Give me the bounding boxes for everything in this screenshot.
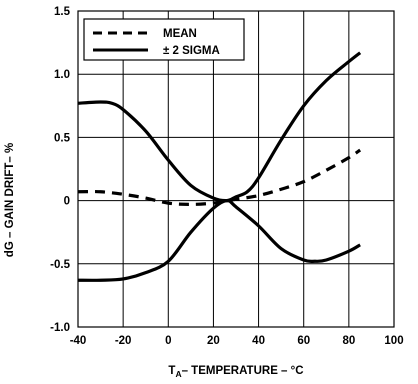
x-tick-label: -20 — [115, 335, 132, 347]
x-tick-labels: -40 -20 0 20 40 60 80 100 — [70, 335, 404, 347]
sigma-lower-curve — [77, 199, 361, 282]
legend: MEAN ± 2 SIGMA — [83, 18, 245, 61]
legend-box — [83, 18, 245, 61]
sigma-upper-curve — [77, 51, 362, 203]
x-tick-label: -40 — [70, 335, 87, 347]
legend-sigma-label: ± 2 SIGMA — [163, 45, 220, 57]
y-tick-label: 0.5 — [54, 132, 71, 144]
mean-curve — [77, 148, 362, 206]
x-tick-label: 40 — [252, 335, 265, 347]
y-tick-label: -0.5 — [50, 259, 70, 271]
x-axis-label: TA– TEMPERATURE – °C — [168, 365, 303, 379]
legend-mean-label: MEAN — [163, 28, 197, 40]
y-tick-labels: 1.5 1.0 0.5 0 -0.5 -1.0 — [50, 6, 70, 334]
y-tick-label: 0 — [64, 196, 70, 208]
y-tick-label: 1.0 — [54, 69, 70, 81]
x-tick-label: 0 — [165, 335, 171, 347]
y-tick-label: -1.0 — [50, 322, 70, 334]
x-tick-label: 60 — [297, 335, 310, 347]
x-tick-label: 20 — [207, 335, 220, 347]
x-tick-label: 100 — [384, 335, 403, 347]
x-tick-label: 80 — [342, 335, 355, 347]
y-axis-label: dG – GAIN DRIFT– % — [4, 143, 16, 257]
series-layer — [77, 51, 362, 282]
y-tick-label: 1.5 — [54, 6, 71, 18]
plot-frame — [77, 10, 395, 328]
